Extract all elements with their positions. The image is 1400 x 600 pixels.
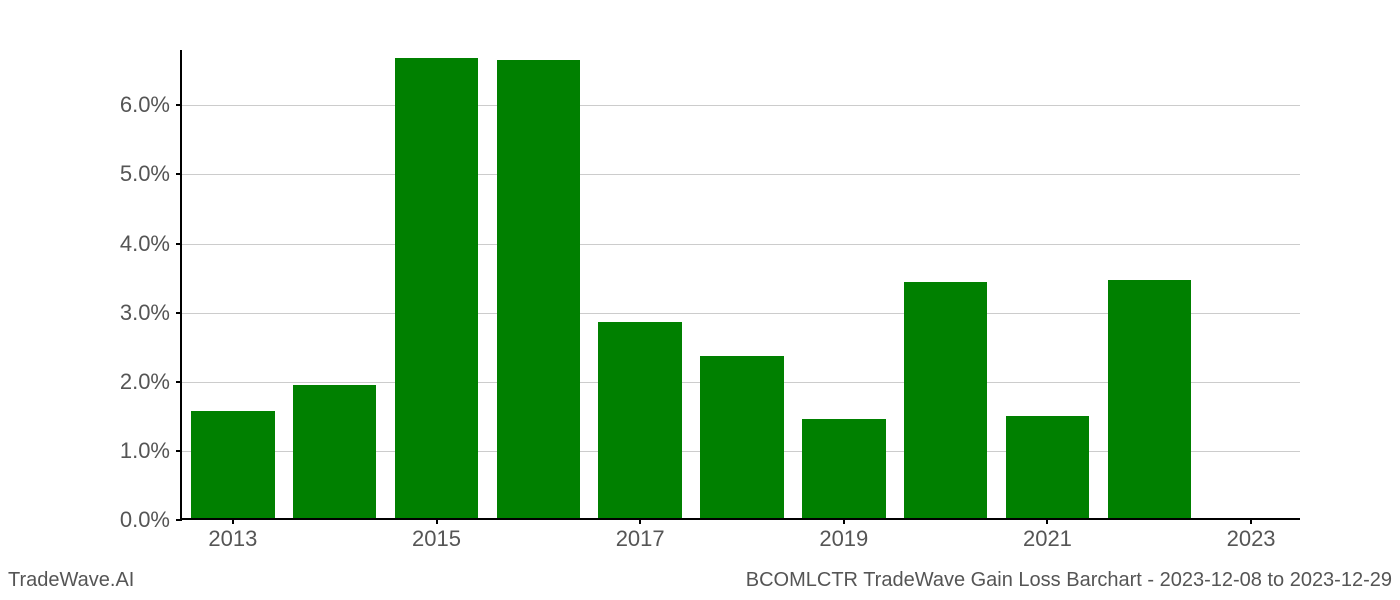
xtick-mark xyxy=(1250,518,1252,524)
bar-2017 xyxy=(598,322,681,518)
gridline xyxy=(182,105,1300,106)
bar-2016 xyxy=(497,60,580,518)
xtick-mark xyxy=(843,518,845,524)
xtick-label: 2017 xyxy=(616,526,665,552)
xtick-mark xyxy=(639,518,641,524)
xtick-mark xyxy=(436,518,438,524)
ytick-label: 1.0% xyxy=(120,438,170,464)
plot-area: 0.0%1.0%2.0%3.0%4.0%5.0%6.0%201320152017… xyxy=(180,50,1300,520)
gridline xyxy=(182,174,1300,175)
xtick-label: 2015 xyxy=(412,526,461,552)
ytick-label: 2.0% xyxy=(120,369,170,395)
ytick-mark xyxy=(176,312,182,314)
ytick-mark xyxy=(176,450,182,452)
xtick-mark xyxy=(232,518,234,524)
ytick-label: 3.0% xyxy=(120,300,170,326)
ytick-mark xyxy=(176,381,182,383)
footer-right-text: BCOMLCTR TradeWave Gain Loss Barchart - … xyxy=(746,569,1392,592)
gain-loss-barchart: 0.0%1.0%2.0%3.0%4.0%5.0%6.0%201320152017… xyxy=(180,50,1300,520)
ytick-label: 6.0% xyxy=(120,92,170,118)
xtick-label: 2023 xyxy=(1227,526,1276,552)
bar-2015 xyxy=(395,58,478,518)
gridline xyxy=(182,244,1300,245)
bar-2013 xyxy=(191,411,274,518)
ytick-mark xyxy=(176,243,182,245)
footer-left-text: TradeWave.AI xyxy=(8,569,134,592)
ytick-mark xyxy=(176,104,182,106)
ytick-label: 5.0% xyxy=(120,161,170,187)
ytick-mark xyxy=(176,173,182,175)
ytick-mark xyxy=(176,519,182,521)
bar-2022 xyxy=(1108,280,1191,518)
xtick-label: 2019 xyxy=(819,526,868,552)
bar-2014 xyxy=(293,385,376,518)
xtick-mark xyxy=(1046,518,1048,524)
bar-2021 xyxy=(1006,416,1089,518)
bar-2020 xyxy=(904,282,987,518)
xtick-label: 2021 xyxy=(1023,526,1072,552)
ytick-label: 0.0% xyxy=(120,507,170,533)
xtick-label: 2013 xyxy=(208,526,257,552)
bar-2018 xyxy=(700,356,783,518)
bar-2019 xyxy=(802,419,885,518)
ytick-label: 4.0% xyxy=(120,231,170,257)
